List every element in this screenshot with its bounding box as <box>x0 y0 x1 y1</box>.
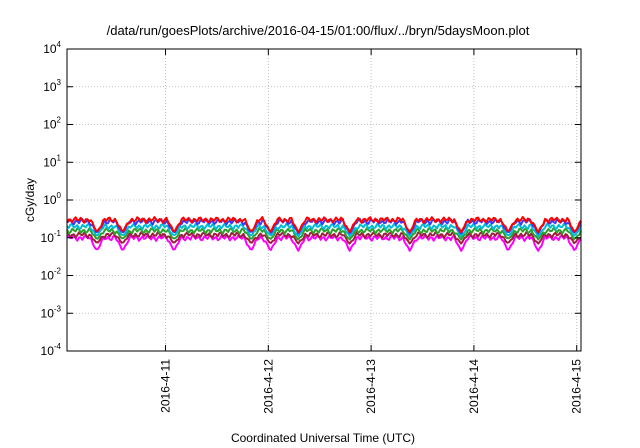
x-tick-label: 2016-4-12 <box>261 359 275 414</box>
y-tick-label: 10-1 <box>41 229 62 245</box>
series-line <box>66 226 582 241</box>
x-tick-label: 2016-4-11 <box>159 359 173 413</box>
x-axis-label: Coordinated Universal Time (UTC) <box>231 431 415 445</box>
y-tick-label: 103 <box>43 78 61 94</box>
plot-frame <box>66 48 582 352</box>
x-tick-label: 2016-4-13 <box>364 359 378 414</box>
y-tick-label: 104 <box>43 40 61 56</box>
y-axis-label: cGy/day <box>23 178 37 222</box>
y-tick-label: 101 <box>43 153 61 169</box>
y-axis: 10-4 10-3 10-2 10-1 100 101 102 103 104 <box>41 40 581 358</box>
y-tick-label: 100 <box>43 191 61 207</box>
series-line <box>66 231 582 245</box>
chart-title: /data/run/goesPlots/archive/2016-04-15/0… <box>107 23 530 38</box>
y-tick-label: 10-3 <box>41 304 62 320</box>
x-axis: 2016-4-11 2016-4-12 2016-4-13 2016-4-14 2016… <box>159 49 584 414</box>
grid <box>67 49 581 351</box>
y-tick-label: 10-4 <box>41 342 62 358</box>
series-line <box>66 216 582 234</box>
y-tick-label: 102 <box>43 116 61 132</box>
series-line <box>66 222 582 238</box>
x-tick-label: 2016-4-14 <box>467 359 481 414</box>
x-tick-label: 2016-4-15 <box>570 359 584 414</box>
y-tick-label: 10-2 <box>41 267 62 283</box>
series-line <box>66 234 582 252</box>
series-group <box>66 216 582 252</box>
